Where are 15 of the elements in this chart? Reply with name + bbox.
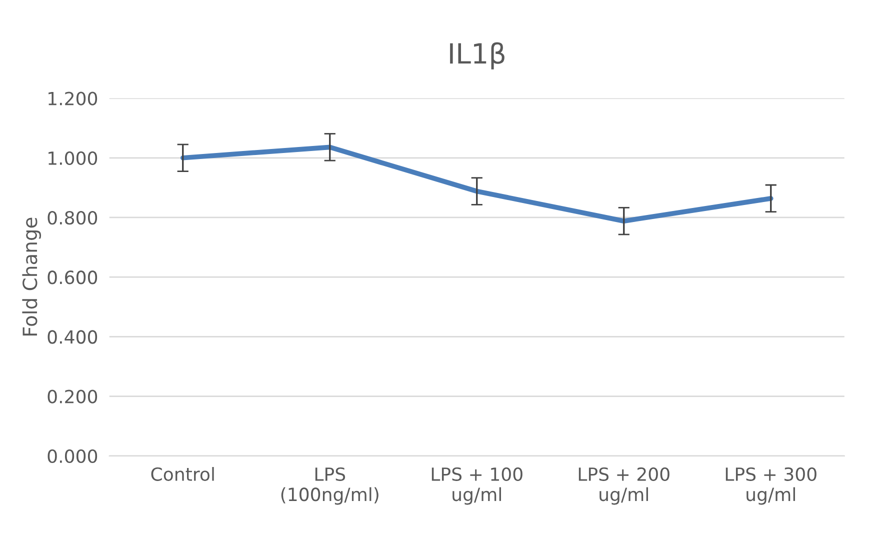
x-tick-label: Control xyxy=(151,467,214,481)
chart-title: IL1β xyxy=(450,42,504,70)
x-tick-label: LPS + 300 ug/ml xyxy=(726,467,816,505)
y-tick-label: 0.600 xyxy=(48,270,98,284)
line-series xyxy=(180,144,774,224)
y-tick-label: 1.000 xyxy=(48,151,98,165)
y-tick-label: 0.200 xyxy=(48,390,98,404)
y-tick-label: 1.200 xyxy=(48,92,98,106)
x-tick-label: LPS + 200 ug/ml xyxy=(578,467,670,505)
y-tick-label: 0.800 xyxy=(48,210,98,225)
y-tick-label: 0.400 xyxy=(48,330,98,344)
y-axis-title: Fold Change xyxy=(22,218,42,336)
y-tick-label: 0.000 xyxy=(48,449,98,464)
x-tick-label: LPS + 100 ug/ml xyxy=(432,467,522,505)
x-tick-label: LPS (100ng/ml) xyxy=(281,467,378,505)
